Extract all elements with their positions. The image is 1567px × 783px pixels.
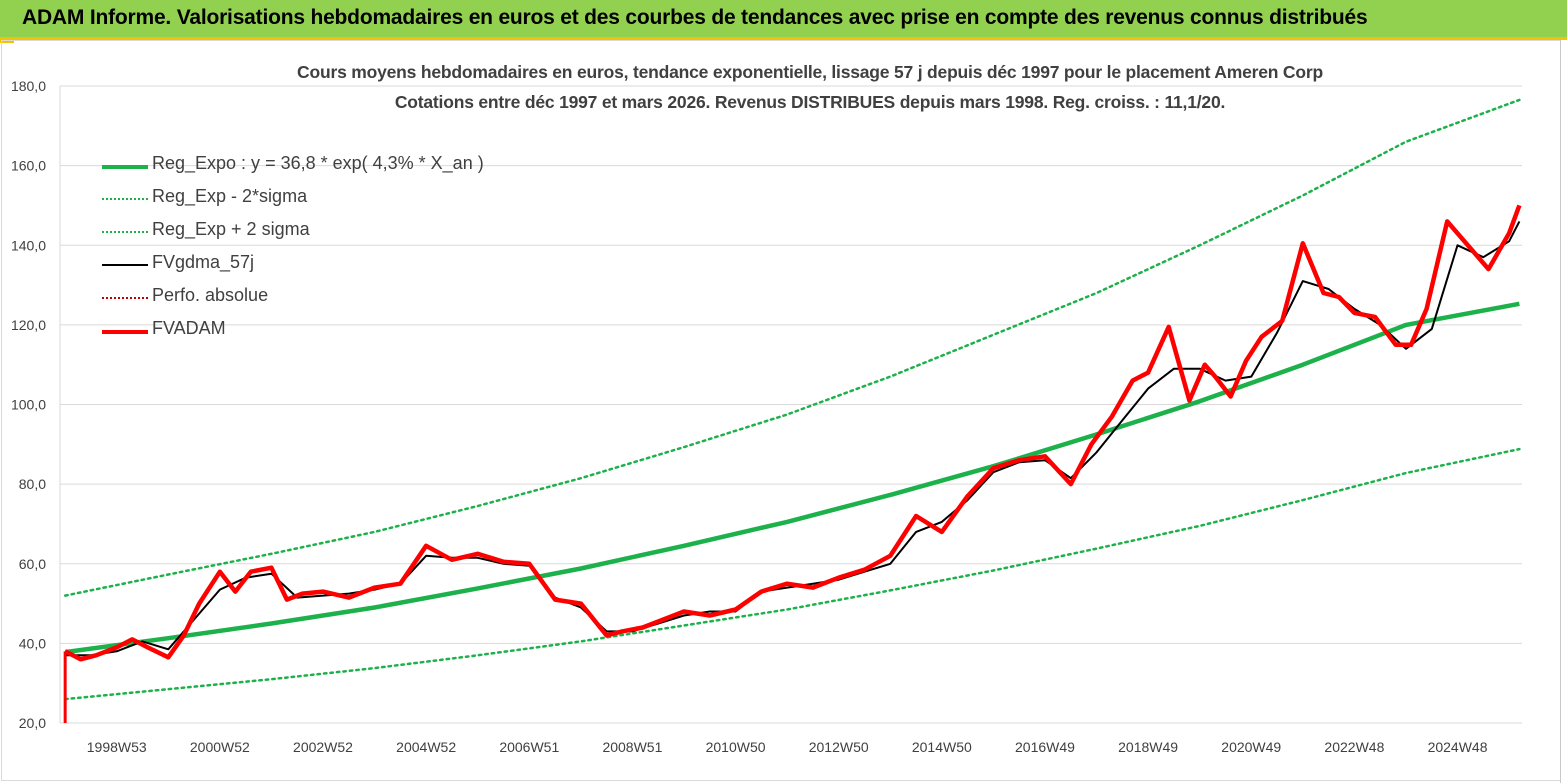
x-tick-label: 2020W49: [1221, 739, 1281, 755]
legend-swatch: [102, 297, 148, 299]
y-tick-label: 120,0: [11, 317, 46, 333]
series-line-0: [64, 301, 1520, 655]
chart-title: Cours moyens hebdomadaires en euros, ten…: [297, 62, 1323, 82]
x-tick-label: 2002W52: [293, 739, 353, 755]
report-banner: ADAM Informe. Valorisations hebdomadaire…: [0, 0, 1567, 40]
series-line-2: [63, 98, 1521, 597]
y-tick-label: 160,0: [11, 158, 46, 174]
series-lines: [63, 98, 1522, 723]
x-tick-label: 2024W48: [1428, 739, 1488, 755]
x-axis: 1998W53 2000W52 2002W52 2004W52 2006W51 2008W…: [87, 739, 1488, 755]
chart-subtitle: Cotations entre déc 1997 et mars 2026. R…: [394, 92, 1226, 112]
x-tick-label: 2006W51: [499, 739, 559, 755]
x-tick-label: 2000W52: [190, 739, 250, 755]
series-line-1: [63, 447, 1521, 701]
gridlines: [60, 85, 1522, 724]
window-edge: [1560, 40, 1567, 783]
legend-label: FVADAM: [152, 318, 226, 338]
x-tick-label: 2014W50: [912, 739, 972, 755]
y-tick-label: 100,0: [11, 397, 46, 413]
report-title: ADAM Informe. Valorisations hebdomadaire…: [22, 6, 1368, 29]
legend-swatch: [102, 198, 148, 200]
y-tick-label: 180,0: [11, 78, 46, 94]
y-tick-label: 80,0: [19, 476, 46, 492]
y-tick-label: 20,0: [19, 715, 46, 731]
legend-label: FVgdma_57j: [152, 252, 255, 272]
series-line-5: [64, 204, 1522, 662]
legend-label: Reg_Exp + 2 sigma: [152, 219, 310, 239]
x-tick-label: 2022W48: [1324, 739, 1384, 755]
legend-swatch: [102, 264, 148, 266]
x-tick-label: 2010W50: [706, 739, 766, 755]
legend-label: Perfo. absolue: [152, 285, 269, 305]
legend-swatch: [102, 165, 148, 169]
x-tick-label: 2008W51: [602, 739, 662, 755]
legend-swatch: [102, 231, 148, 233]
y-tick-label: 40,0: [19, 635, 46, 651]
x-tick-label: 2016W49: [1015, 739, 1075, 755]
legend-swatch: [102, 330, 148, 334]
banner-accent-left: [0, 40, 14, 43]
y-tick-label: 60,0: [19, 556, 46, 572]
x-tick-label: 2012W50: [809, 739, 869, 755]
x-tick-label: 1998W53: [87, 739, 147, 755]
y-tick-label: 140,0: [11, 237, 46, 253]
x-tick-label: 2018W49: [1118, 739, 1178, 755]
x-tick-label: 2004W52: [396, 739, 456, 755]
legend-label: Reg_Expo : y = 36,8 * exp( 4,3% * X_an ): [152, 153, 484, 173]
y-axis: 20,0 40,0 60,0 80,0 100,0 120,0 140,0 160,0 180,…: [11, 78, 61, 731]
legend-label: Reg_Exp - 2*sigma: [152, 186, 308, 206]
